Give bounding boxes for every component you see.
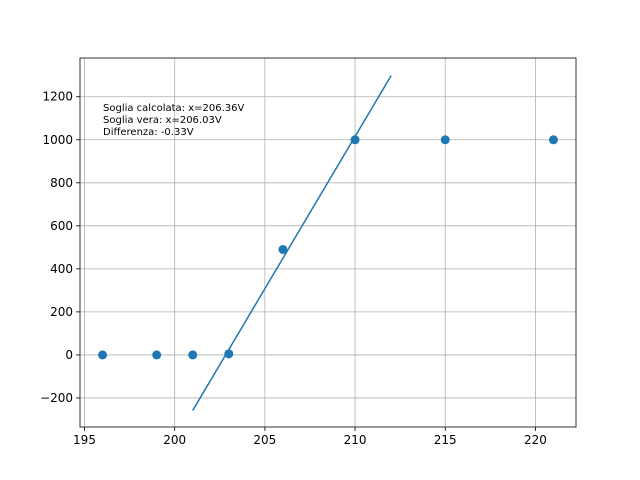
x-tick-label: 200 — [163, 433, 186, 447]
x-tick-label: 220 — [524, 433, 547, 447]
data-point — [152, 350, 162, 360]
threshold-annotation: Soglia calcolata: x=206.36V Soglia vera:… — [103, 103, 244, 138]
data-point — [98, 350, 108, 360]
x-tick-label: 210 — [344, 433, 367, 447]
data-point — [278, 244, 288, 254]
x-tick-label: 205 — [253, 433, 276, 447]
y-tick-label: 400 — [50, 262, 73, 276]
plot-series — [98, 75, 558, 411]
fit-line — [192, 75, 392, 411]
annotation-line-1: Soglia calcolata: x=206.36V — [103, 103, 244, 114]
grid — [80, 58, 576, 427]
y-tick-label: 1000 — [42, 133, 73, 147]
axis-ticks: 195 200 205 210 215 220 −200 0 200 400 600 800 1000 1… — [40, 90, 547, 447]
annotation-line-3: Differenza: -0.33V — [103, 127, 194, 138]
annotation-line-2: Soglia vera: x=206.03V — [103, 115, 222, 126]
plot-frame — [79, 57, 577, 428]
data-point — [548, 135, 558, 145]
data-point — [224, 349, 234, 359]
x-tick-label: 215 — [434, 433, 457, 447]
y-tick-label: 0 — [65, 348, 73, 362]
y-tick-label: 200 — [50, 305, 73, 319]
data-point — [350, 135, 360, 145]
x-tick-label: 195 — [73, 433, 96, 447]
y-tick-label: 600 — [50, 219, 73, 233]
y-tick-label: 1200 — [42, 90, 73, 104]
y-tick-label: 800 — [50, 176, 73, 190]
data-point — [188, 350, 198, 360]
y-tick-label: −200 — [40, 391, 73, 405]
data-point — [440, 135, 450, 145]
